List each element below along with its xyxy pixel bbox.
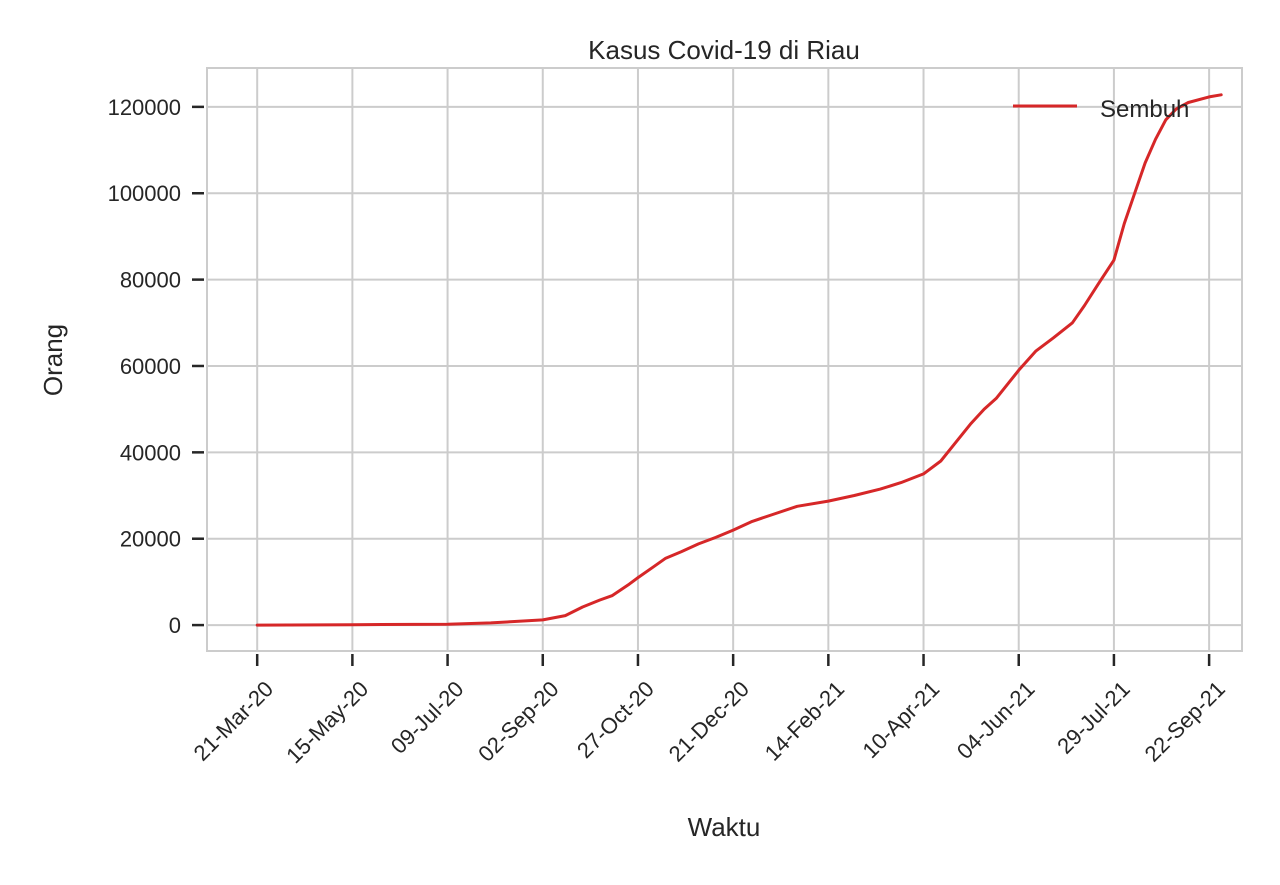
series-layer [255, 93, 1223, 627]
y-tick-label: 40000 [120, 440, 181, 465]
x-tick-label: 10-Apr-21 [858, 676, 945, 763]
series-line-sembuh [255, 93, 1223, 627]
legend: Sembuh [1013, 96, 1189, 123]
x-axis: 21-Mar-20 15-May-20 09-Jul-20 02-Sep-20 27-O… [189, 654, 1230, 768]
x-tick-label: 29-Jul-21 [1052, 676, 1135, 759]
x-tick-label: 15-May-20 [281, 676, 373, 768]
y-tick-label: 60000 [120, 354, 181, 379]
y-tick-label: 80000 [120, 268, 181, 293]
x-tick-label: 21-Dec-20 [664, 676, 754, 766]
x-tick-label: 27-Oct-20 [572, 676, 659, 763]
y-tick-label: 20000 [120, 527, 181, 552]
grid-lines [207, 68, 1242, 651]
y-axis-label: Orang [38, 324, 68, 396]
x-axis-label: Waktu [688, 812, 761, 842]
x-tick-label: 21-Mar-20 [189, 676, 278, 765]
x-tick-label: 09-Jul-20 [386, 676, 469, 759]
plot-frame [206, 67, 1243, 652]
legend-label-sembuh: Sembuh [1100, 96, 1189, 123]
x-tick-label: 04-Jun-21 [952, 676, 1040, 764]
x-tick-label: 22-Sep-21 [1140, 676, 1230, 766]
x-tick-label: 02-Sep-20 [473, 676, 563, 766]
x-tick-label: 14-Feb-21 [760, 676, 849, 765]
y-tick-label: 0 [169, 613, 181, 638]
chart-title: Kasus Covid-19 di Riau [588, 35, 860, 65]
y-axis: 0 20000 40000 60000 80000 100000 120000 [108, 95, 204, 638]
y-tick-label: 100000 [108, 181, 181, 206]
y-tick-label: 120000 [108, 95, 181, 120]
